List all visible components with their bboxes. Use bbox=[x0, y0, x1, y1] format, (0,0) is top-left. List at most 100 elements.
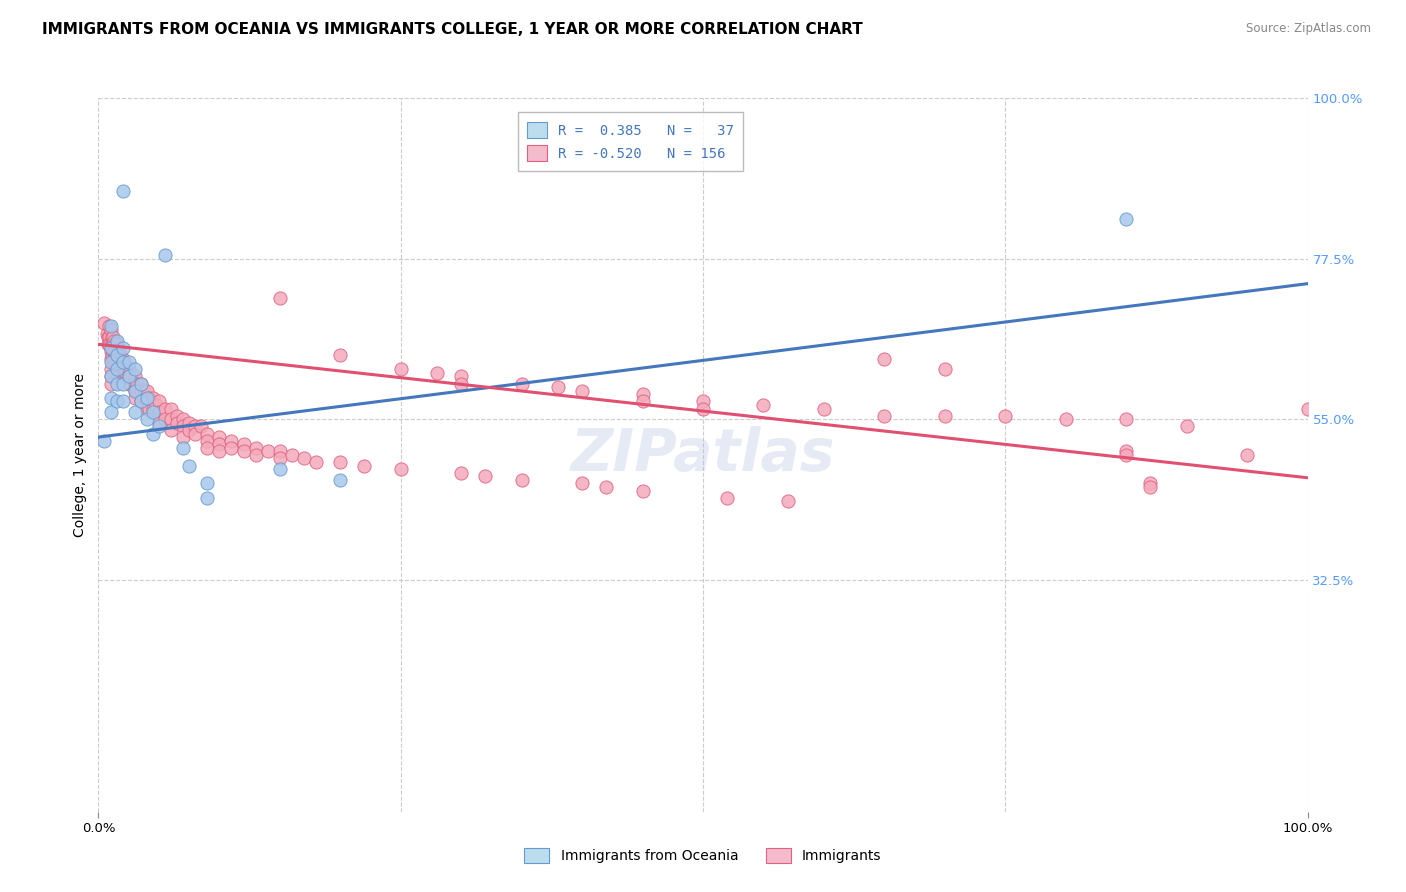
Point bbox=[108, 344, 131, 359]
Point bbox=[172, 441, 194, 455]
Point bbox=[105, 334, 128, 348]
Point bbox=[129, 384, 152, 398]
Point bbox=[100, 369, 122, 384]
Point bbox=[118, 369, 141, 384]
Point bbox=[1115, 444, 1137, 458]
Point bbox=[118, 376, 141, 391]
Point bbox=[934, 362, 956, 376]
Point bbox=[281, 448, 304, 462]
Point bbox=[269, 444, 291, 458]
Legend: Immigrants from Oceania, Immigrants: Immigrants from Oceania, Immigrants bbox=[519, 843, 887, 869]
Point bbox=[118, 355, 141, 369]
Point bbox=[108, 348, 131, 362]
Point bbox=[100, 334, 122, 348]
Point bbox=[179, 458, 201, 473]
Point bbox=[389, 462, 412, 476]
Point bbox=[97, 330, 120, 344]
Point bbox=[112, 355, 135, 369]
Point bbox=[1296, 401, 1319, 416]
Point bbox=[269, 291, 291, 305]
Point bbox=[111, 355, 134, 369]
Point bbox=[111, 394, 134, 409]
Point bbox=[752, 398, 775, 412]
Point bbox=[129, 376, 152, 391]
Point bbox=[111, 184, 134, 198]
Y-axis label: College, 1 year or more: College, 1 year or more bbox=[73, 373, 87, 537]
Point bbox=[100, 323, 122, 337]
Text: IMMIGRANTS FROM OCEANIA VS IMMIGRANTS COLLEGE, 1 YEAR OR MORE CORRELATION CHART: IMMIGRANTS FROM OCEANIA VS IMMIGRANTS CO… bbox=[42, 22, 863, 37]
Point bbox=[1236, 448, 1258, 462]
Point bbox=[129, 394, 152, 409]
Point bbox=[221, 434, 243, 448]
Point bbox=[510, 473, 533, 487]
Point bbox=[134, 384, 156, 398]
Point bbox=[269, 451, 291, 466]
Point bbox=[474, 469, 496, 483]
Point bbox=[103, 334, 125, 348]
Point bbox=[873, 351, 896, 366]
Point bbox=[127, 376, 149, 391]
Point bbox=[692, 394, 714, 409]
Point bbox=[195, 426, 218, 441]
Point bbox=[118, 362, 141, 376]
Point bbox=[166, 416, 188, 430]
Point bbox=[153, 412, 176, 426]
Point bbox=[450, 466, 472, 480]
Point bbox=[208, 444, 231, 458]
Point bbox=[105, 362, 128, 376]
Point bbox=[1139, 480, 1161, 494]
Point bbox=[195, 441, 218, 455]
Point bbox=[245, 441, 267, 455]
Point bbox=[571, 476, 593, 491]
Point bbox=[112, 362, 135, 376]
Point bbox=[184, 426, 207, 441]
Point bbox=[160, 401, 183, 416]
Point bbox=[269, 462, 291, 476]
Point bbox=[97, 337, 120, 351]
Point bbox=[105, 359, 128, 373]
Point bbox=[208, 430, 231, 444]
Point bbox=[994, 409, 1017, 423]
Point bbox=[1054, 412, 1077, 426]
Point bbox=[93, 434, 115, 448]
Point bbox=[232, 444, 254, 458]
Point bbox=[1139, 476, 1161, 491]
Point bbox=[115, 359, 138, 373]
Point bbox=[631, 387, 654, 401]
Point bbox=[124, 376, 146, 391]
Point bbox=[148, 394, 170, 409]
Point bbox=[153, 401, 176, 416]
Point bbox=[179, 423, 201, 437]
Point bbox=[105, 348, 128, 362]
Point bbox=[100, 319, 122, 334]
Point bbox=[166, 409, 188, 423]
Point bbox=[329, 455, 352, 469]
Point bbox=[135, 412, 157, 426]
Point bbox=[111, 351, 134, 366]
Point bbox=[148, 419, 170, 434]
Point bbox=[110, 351, 132, 366]
Point bbox=[105, 394, 128, 409]
Point bbox=[108, 355, 131, 369]
Point bbox=[389, 362, 412, 376]
Point bbox=[510, 376, 533, 391]
Point bbox=[934, 409, 956, 423]
Point bbox=[571, 384, 593, 398]
Point bbox=[148, 416, 170, 430]
Point bbox=[100, 391, 122, 405]
Point bbox=[96, 326, 118, 341]
Point bbox=[105, 376, 128, 391]
Text: Source: ZipAtlas.com: Source: ZipAtlas.com bbox=[1246, 22, 1371, 36]
Point bbox=[107, 341, 129, 355]
Point bbox=[142, 401, 165, 416]
Point bbox=[135, 401, 157, 416]
Point bbox=[100, 405, 122, 419]
Point bbox=[103, 351, 125, 366]
Point bbox=[142, 426, 165, 441]
Point bbox=[105, 351, 128, 366]
Point bbox=[692, 401, 714, 416]
Point bbox=[98, 319, 121, 334]
Text: ZIPatlas: ZIPatlas bbox=[571, 426, 835, 483]
Point bbox=[450, 369, 472, 384]
Point bbox=[256, 444, 278, 458]
